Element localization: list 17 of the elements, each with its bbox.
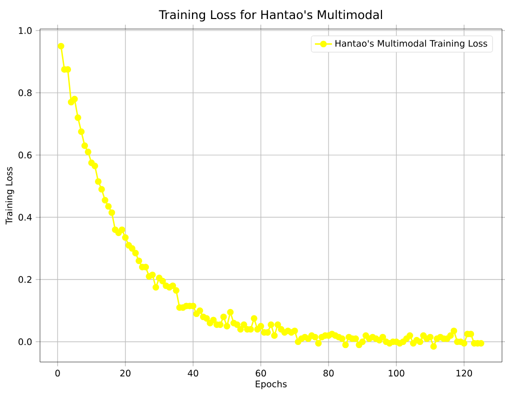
x-tick-label: 40 [188,370,198,377]
chart-title: Training Loss for Hantao's Multimodal [158,10,382,22]
x-tick-label: 60 [256,370,266,377]
y-tick-label: 0.0 [18,338,32,346]
y-tick-label: 0.4 [18,214,32,221]
y-tick-label: 0.8 [18,89,32,96]
y-tick-label: 1.0 [18,27,32,34]
x-tick-label: 20 [120,370,130,377]
y-tick-label: 0.6 [18,152,32,158]
x-tick-label: 100 [388,370,404,377]
x-tick-label: 80 [323,370,334,377]
legend-label: Hantao's Multimodal Training Loss [335,40,488,49]
y-tick-label: 0.2 [18,276,32,283]
x-tick-label: 120 [456,370,472,377]
x-tick-label: 0 [55,370,60,377]
y-axis-title: Training Loss [5,166,14,224]
x-axis-title: Epochs [256,380,287,390]
